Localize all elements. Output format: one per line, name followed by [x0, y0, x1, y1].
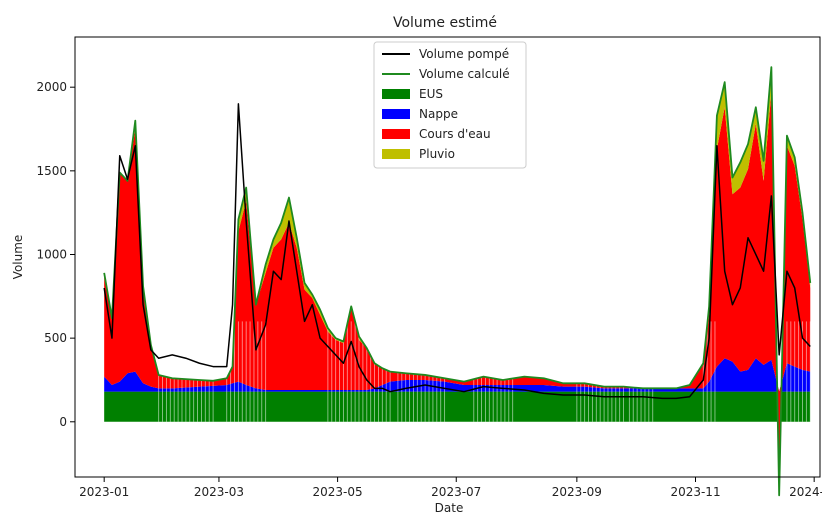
nappe-area [104, 358, 811, 392]
cours-eau-area [104, 92, 811, 496]
x-tick-label: 2023-11 [670, 485, 720, 499]
plot-frame [74, 36, 821, 478]
volume-pompe-line [103, 103, 811, 400]
legend-label: Cours d'eau [419, 127, 491, 141]
legend-patch-swatch [382, 109, 410, 119]
x-tick-label: 2023-03 [194, 485, 244, 499]
x-tick-label: 2023-05 [313, 485, 363, 499]
legend-label: EUS [419, 87, 443, 101]
y-tick-label: 0 [59, 415, 67, 429]
y-tick-label: 500 [44, 331, 67, 345]
chart-title: Volume estimé [393, 15, 497, 31]
y-axis-title: Volume [11, 235, 25, 280]
plot-area [103, 66, 812, 497]
y-tick-label: 1000 [36, 247, 67, 261]
x-tick-label: 2023-07 [431, 485, 481, 499]
volume-calcule-line [103, 66, 812, 497]
legend-label: Volume calculé [419, 67, 510, 81]
y-axis: 0 500 1000 1500 2000 [36, 80, 75, 429]
x-tick-label: 2024-01 [789, 485, 822, 499]
legend-patch-swatch [382, 89, 410, 99]
x-axis-title: Date [435, 501, 464, 515]
eus-area [104, 391, 811, 422]
legend-patch-swatch [382, 149, 410, 159]
x-tick-label: 2023-09 [552, 485, 602, 499]
legend-label: Pluvio [419, 147, 455, 161]
legend-label: Nappe [419, 107, 458, 121]
y-tick-label: 2000 [36, 80, 67, 94]
x-tick-label: 2023-01 [79, 485, 129, 499]
dry-day-stripes [158, 321, 811, 422]
legend-label: Volume pompé [419, 47, 509, 61]
legend-patch-swatch [382, 129, 410, 139]
x-axis: 2023-01 2023-03 2023-05 2023-07 2023-09 2023-… [79, 477, 822, 499]
legend-box [373, 41, 527, 169]
y-tick-label: 1500 [36, 164, 67, 178]
legend: Volume pompé Volume calculé EUS Nappe Cours … [373, 41, 527, 169]
